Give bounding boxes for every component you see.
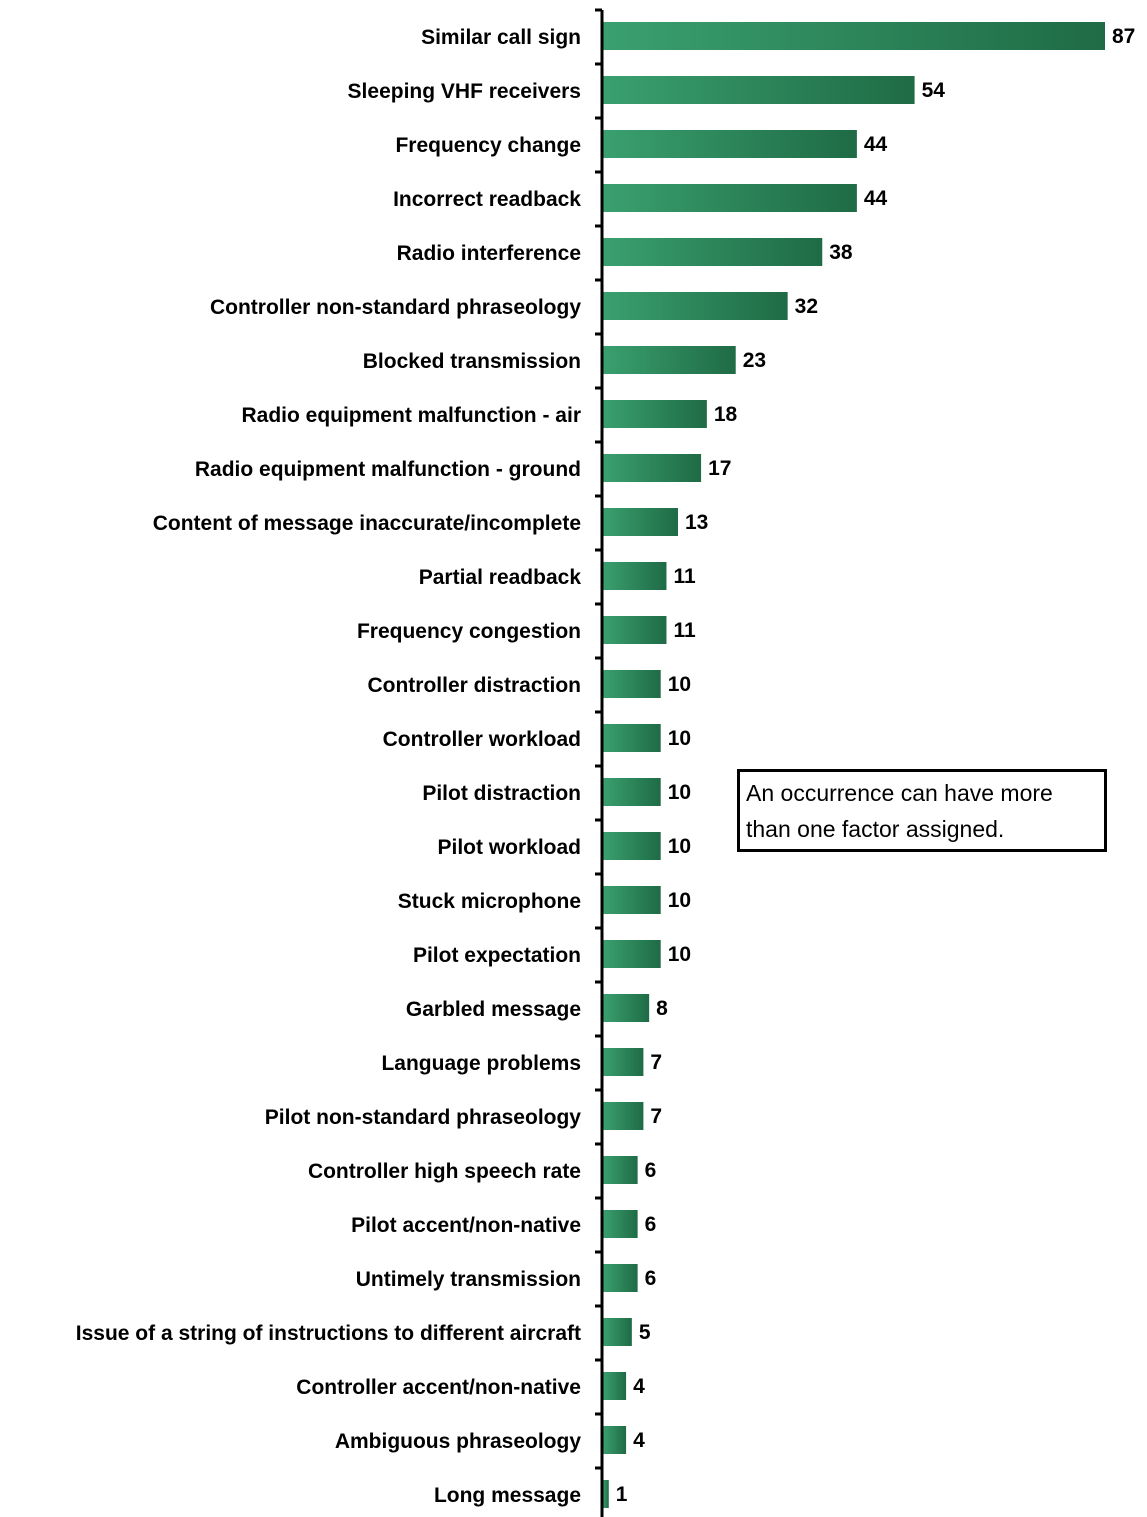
bar (603, 292, 788, 320)
value-label: 44 (864, 133, 888, 156)
value-label: 10 (668, 673, 691, 696)
value-label: 13 (685, 511, 708, 534)
bar (603, 778, 661, 806)
bar (603, 508, 679, 536)
bar (603, 1372, 627, 1400)
value-label: 54 (922, 79, 946, 102)
bar (603, 1480, 609, 1508)
category-label: Pilot non-standard phraseology (265, 1106, 582, 1129)
bar (603, 1426, 627, 1454)
bar (603, 670, 661, 698)
category-label: Frequency congestion (357, 620, 581, 643)
bar (603, 130, 857, 158)
category-label: Garbled message (406, 998, 581, 1021)
bar (603, 76, 915, 104)
category-label: Radio interference (397, 242, 581, 265)
category-label: Controller workload (383, 728, 581, 751)
value-label: 6 (645, 1213, 657, 1236)
bar (603, 1318, 632, 1346)
category-label: Pilot distraction (422, 782, 581, 805)
category-label: Similar call sign (421, 26, 581, 49)
category-label: Radio equipment malfunction - ground (195, 458, 581, 481)
bar (603, 400, 707, 428)
category-label: Controller accent/non-native (296, 1376, 581, 1399)
bar (603, 724, 661, 752)
value-label: 4 (633, 1429, 645, 1452)
value-label: 1 (616, 1483, 628, 1506)
bar (603, 346, 736, 374)
category-label: Content of message inaccurate/incomplete (153, 512, 581, 535)
value-label: 7 (650, 1105, 662, 1128)
annotation-note: An occurrence can have more than one fac… (737, 769, 1107, 852)
category-label: Pilot expectation (413, 944, 581, 967)
value-label: 10 (668, 943, 691, 966)
bar (603, 616, 667, 644)
value-label: 18 (714, 403, 738, 426)
bar (603, 1210, 638, 1238)
category-label: Radio equipment malfunction - air (241, 404, 581, 427)
category-label: Controller high speech rate (308, 1160, 581, 1183)
category-label: Blocked transmission (363, 350, 581, 373)
category-label: Long message (434, 1484, 581, 1507)
value-label: 10 (668, 727, 691, 750)
value-label: 4 (633, 1375, 645, 1398)
bar (603, 184, 857, 212)
category-label: Partial readback (419, 566, 582, 589)
value-label: 23 (743, 349, 766, 372)
value-label: 10 (668, 889, 691, 912)
category-label: Controller non-standard phraseology (210, 296, 581, 319)
bar (603, 1048, 644, 1076)
value-label: 11 (673, 619, 696, 642)
bar (603, 22, 1105, 50)
bar (603, 832, 661, 860)
bar (603, 886, 661, 914)
category-label: Sleeping VHF receivers (348, 80, 581, 103)
value-label: 11 (673, 565, 696, 588)
value-label: 10 (668, 781, 691, 804)
value-label: 32 (795, 295, 818, 318)
category-label: Pilot workload (437, 836, 581, 859)
value-label: 8 (656, 997, 668, 1020)
value-label: 87 (1112, 25, 1135, 48)
category-label: Untimely transmission (356, 1268, 581, 1291)
category-label: Language problems (381, 1052, 581, 1075)
bar (603, 454, 702, 482)
value-label: 38 (829, 241, 853, 264)
category-label: Incorrect readback (393, 188, 581, 211)
value-label: 6 (645, 1267, 657, 1290)
bar (603, 1264, 638, 1292)
value-label: 10 (668, 835, 691, 858)
bar (603, 994, 650, 1022)
category-label: Stuck microphone (398, 890, 581, 913)
value-label: 44 (864, 187, 888, 210)
category-label: Pilot accent/non-native (351, 1214, 581, 1237)
category-label: Controller distraction (367, 674, 581, 697)
category-label: Frequency change (395, 134, 581, 157)
bar (603, 238, 823, 266)
value-label: 5 (639, 1321, 651, 1344)
bar (603, 1102, 644, 1130)
value-label: 7 (650, 1051, 662, 1074)
value-label: 6 (645, 1159, 657, 1182)
category-label: Issue of a string of instructions to dif… (76, 1322, 581, 1345)
bar (603, 940, 661, 968)
category-label: Ambiguous phraseology (335, 1430, 582, 1453)
bar (603, 1156, 638, 1184)
bar (603, 562, 667, 590)
value-label: 17 (708, 457, 731, 480)
